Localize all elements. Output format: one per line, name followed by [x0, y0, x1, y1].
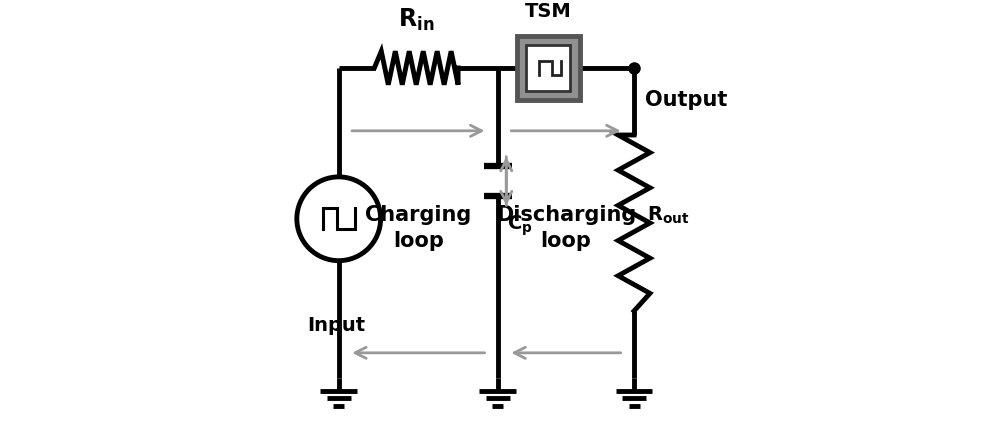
Text: $\mathbf{R_{out}}$: $\mathbf{R_{out}}$ — [647, 205, 689, 226]
Text: Charging
loop: Charging loop — [365, 205, 471, 251]
Text: $\mathbf{C_p}$: $\mathbf{C_p}$ — [507, 213, 533, 237]
Bar — [517, 36, 580, 101]
Text: Input: Input — [308, 315, 366, 334]
Text: Output: Output — [645, 90, 727, 110]
Text: TSM: TSM — [525, 2, 572, 21]
Text: $\mathbf{R_{in}}$: $\mathbf{R_{in}}$ — [398, 7, 434, 33]
Bar — [526, 46, 570, 92]
Text: Discharging
loop: Discharging loop — [496, 205, 636, 251]
